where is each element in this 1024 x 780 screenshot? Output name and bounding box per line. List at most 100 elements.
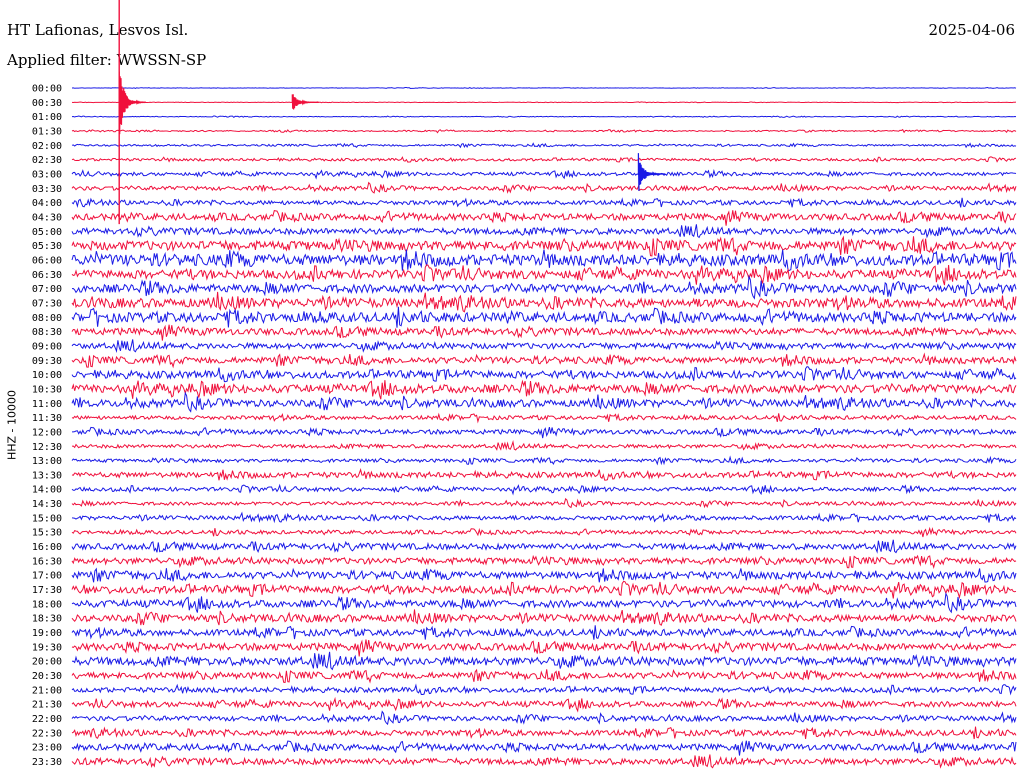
event-spike <box>637 153 666 192</box>
row-time-label: 19:30 <box>32 642 62 653</box>
row-time-label: 20:30 <box>32 671 62 682</box>
row-time-label: 23:00 <box>32 743 62 754</box>
trace-line <box>71 181 1017 194</box>
trace-line <box>71 352 1017 369</box>
row-time-label: 02:30 <box>32 155 62 166</box>
trace-line <box>71 651 1017 671</box>
trace-line <box>71 426 1017 439</box>
row-time-label: 01:30 <box>32 126 62 137</box>
event-spike <box>291 94 319 110</box>
trace-line <box>71 101 1017 104</box>
trace-line <box>71 264 1017 286</box>
row-time-label: 11:30 <box>32 413 62 424</box>
trace-line <box>71 609 1017 626</box>
trace-line <box>71 274 1017 300</box>
row-time-label: 13:30 <box>32 470 62 481</box>
row-time-label: 18:30 <box>32 614 62 625</box>
trace-line <box>71 156 1017 163</box>
trace-line <box>71 554 1017 570</box>
trace-line <box>71 639 1017 657</box>
row-time-label: 21:30 <box>32 700 62 711</box>
trace-line <box>71 668 1017 684</box>
row-time-label: 06:30 <box>32 270 62 281</box>
row-time-label: 05:30 <box>32 241 62 252</box>
row-time-label: 08:00 <box>32 313 62 324</box>
row-time-label: 13:00 <box>32 456 62 467</box>
trace-group <box>71 0 1017 769</box>
trace-line <box>71 86 1017 89</box>
row-time-label: 10:30 <box>32 384 62 395</box>
row-time-label: 06:00 <box>32 255 62 266</box>
row-time-label: 16:30 <box>32 556 62 567</box>
row-time-label: 14:00 <box>32 485 62 496</box>
row-time-label: 07:30 <box>32 298 62 309</box>
row-time-label: 09:00 <box>32 341 62 352</box>
row-time-label: 22:30 <box>32 728 62 739</box>
row-time-label: 14:30 <box>32 499 62 510</box>
row-time-label: 18:00 <box>32 599 62 610</box>
trace-line <box>71 539 1017 554</box>
trace-line <box>71 249 1017 271</box>
row-time-label: 12:00 <box>32 427 62 438</box>
trace-line <box>71 115 1017 119</box>
row-time-label: 23:30 <box>32 757 62 768</box>
row-time-label: 17:30 <box>32 585 62 596</box>
trace-line <box>71 511 1017 524</box>
trace-line <box>71 696 1017 713</box>
trace-line <box>71 379 1017 400</box>
trace-line <box>71 412 1017 424</box>
trace-line <box>71 142 1017 149</box>
trace-line <box>71 339 1017 353</box>
row-time-labels: 00:00 00:30 01:00 01:30 02:00 02:30 03:00 03:30… <box>32 84 62 769</box>
date-label: 2025-04-06 <box>928 21 1015 39</box>
trace-line <box>71 754 1017 769</box>
trace-line <box>71 168 1017 180</box>
row-time-label: 19:00 <box>32 628 62 639</box>
trace-line <box>71 526 1017 538</box>
row-time-label: 17:00 <box>32 571 62 582</box>
row-time-label: 07:00 <box>32 284 62 295</box>
trace-line <box>71 235 1017 257</box>
trace-line <box>71 306 1017 328</box>
row-time-label: 11:00 <box>32 399 62 410</box>
trace-line <box>71 224 1017 239</box>
event-spike <box>118 71 147 135</box>
row-time-label: 01:00 <box>32 112 62 123</box>
row-time-label: 03:30 <box>32 184 62 195</box>
row-time-label: 16:00 <box>32 542 62 553</box>
trace-line <box>71 291 1017 313</box>
trace-line <box>71 324 1017 341</box>
trace-line <box>71 740 1017 756</box>
row-time-label: 00:00 <box>32 84 62 95</box>
trace-line <box>71 625 1017 640</box>
trace-line <box>71 726 1017 740</box>
row-time-label: 09:30 <box>32 356 62 367</box>
trace-line <box>71 197 1017 209</box>
filter-label: Applied filter: WWSSN-SP <box>7 51 207 69</box>
row-time-label: 10:00 <box>32 370 62 381</box>
trace-line <box>71 497 1017 509</box>
row-time-label: 12:30 <box>32 442 62 453</box>
row-time-label: 04:30 <box>32 212 62 223</box>
row-time-label: 05:00 <box>32 227 62 238</box>
row-time-label: 21:00 <box>32 685 62 696</box>
row-time-label: 15:30 <box>32 528 62 539</box>
row-time-label: 15:00 <box>32 513 62 524</box>
trace-line <box>71 483 1017 496</box>
trace-line <box>71 683 1017 696</box>
row-time-label: 02:00 <box>32 141 62 152</box>
trace-line <box>71 440 1017 451</box>
row-time-label: 00:30 <box>32 98 62 109</box>
trace-line <box>71 391 1017 413</box>
trace-line <box>71 710 1017 726</box>
station-title: HT Lafionas, Lesvos Isl. <box>7 21 189 39</box>
trace-line <box>71 210 1017 226</box>
row-time-label: 04:00 <box>32 198 62 209</box>
trace-line <box>71 567 1017 583</box>
row-time-label: 03:00 <box>32 169 62 180</box>
trace-line <box>71 128 1017 134</box>
trace-line <box>71 455 1017 466</box>
trace-line <box>71 591 1017 614</box>
row-time-label: 20:00 <box>32 657 62 668</box>
